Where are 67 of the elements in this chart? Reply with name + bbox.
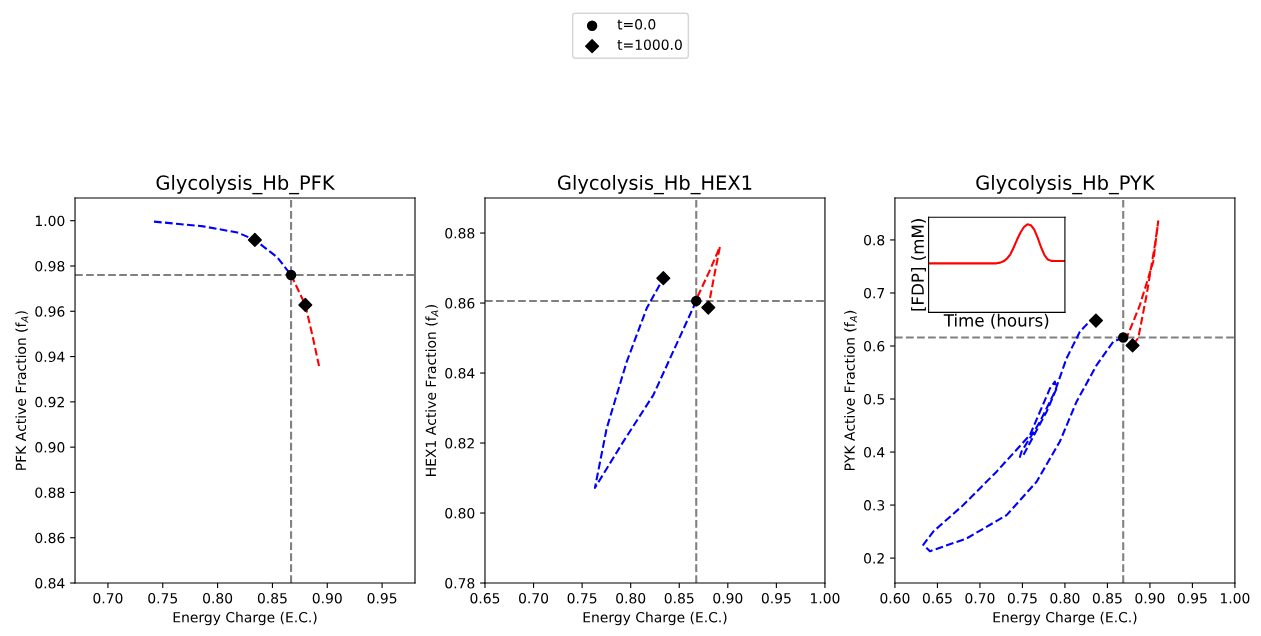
y-tick-label: 0.84	[445, 368, 475, 379]
x-tick-label: 0.95	[1177, 592, 1207, 604]
x-tick-label: 0.80	[616, 592, 646, 604]
x-axis-title: Energy Charge (E.C.)	[173, 611, 317, 626]
point	[1088, 313, 1103, 328]
y-tick-label: 0.98	[35, 260, 65, 272]
x-tick-label: 0.85	[664, 592, 694, 604]
x-tick-label: 0.90	[713, 592, 743, 604]
x-tick-label: 0.85	[1092, 592, 1122, 604]
x-tick-label: 0.75	[148, 592, 178, 604]
y-tick-label: 0.92	[35, 396, 64, 408]
point	[247, 232, 262, 248]
point	[285, 269, 297, 281]
y-tick-label: 0.84	[35, 577, 65, 589]
legend-label: t=0.0	[617, 19, 656, 30]
y-tick-label: 0.2	[864, 553, 884, 564]
y-tick-label: 0.80	[445, 508, 475, 519]
x-tick-label: 0.90	[1135, 592, 1165, 604]
legend-label: t=1000.0	[617, 39, 682, 50]
point	[1125, 338, 1140, 353]
y-tick-label: 0.7	[864, 287, 885, 299]
y-tick-label: 0.88	[445, 228, 475, 239]
x-tick-label: 0.70	[519, 592, 549, 604]
x-tick-label: 0.80	[203, 592, 233, 604]
chart-title: Glycolysis_Hb_PYK	[976, 174, 1156, 195]
point	[656, 271, 671, 286]
x-tick-label: 0.65	[922, 592, 952, 604]
y-tick-label: 0.86	[445, 298, 475, 309]
y-tick-label: 0.4	[864, 447, 885, 458]
y-tick-label: 0.6	[864, 340, 885, 352]
x-axis-title: Time (hours)	[943, 313, 1049, 329]
x-tick-label: 0.80	[1050, 592, 1080, 604]
y-tick-label: 0.3	[864, 500, 885, 511]
y-axis-title: PFK Active Fraction (f$_{A}$)	[15, 311, 29, 470]
y-tick-label: 0.8	[864, 234, 885, 246]
x-tick-label: 0.75	[1007, 592, 1037, 604]
point	[701, 300, 716, 315]
x-tick-label: 0.85	[257, 592, 287, 604]
point	[1118, 332, 1129, 343]
x-tick-label: 1.00	[1220, 592, 1250, 604]
y-tick-label: 0.78	[445, 577, 475, 589]
y-tick-label: 0.96	[35, 306, 65, 317]
y-tick-label: 0.5	[864, 393, 884, 405]
chart-title: Glycolysis_Hb_HEX1	[557, 174, 752, 195]
y-tick-label: 0.86	[35, 532, 65, 544]
x-axis-title: Energy Charge (E.C.)	[583, 611, 727, 626]
y-tick-label: 0.90	[35, 442, 65, 453]
y-tick-label: 1.00	[35, 215, 65, 227]
point	[298, 297, 313, 312]
y-axis-title: PYK Active Fraction (f$_{A}$)	[844, 310, 857, 471]
y-axis-title: HEX1 Active Fraction (f$_{A}$)	[425, 305, 439, 476]
x-tick-label: 0.95	[367, 592, 397, 604]
x-tick-label: 0.95	[761, 592, 791, 604]
y-axis-title: [FDP] (mM)	[911, 219, 926, 311]
chart-title: Glycolysis_Hb_PFK	[156, 174, 336, 195]
x-tick-label: 0.65	[470, 592, 500, 604]
x-tick-label: 0.70	[93, 592, 123, 604]
x-tick-label: 1.00	[811, 592, 840, 604]
x-axis-title: Energy Charge (E.C.)	[993, 611, 1137, 626]
y-tick-label: 0.94	[35, 351, 65, 363]
x-tick-label: 0.75	[567, 592, 597, 604]
x-tick-label: 0.70	[965, 592, 995, 604]
y-tick-label: 0.82	[445, 438, 474, 449]
y-tick-label: 0.88	[35, 487, 65, 498]
x-tick-label: 0.60	[880, 592, 910, 604]
point	[691, 295, 702, 307]
x-tick-label: 0.90	[312, 592, 342, 604]
